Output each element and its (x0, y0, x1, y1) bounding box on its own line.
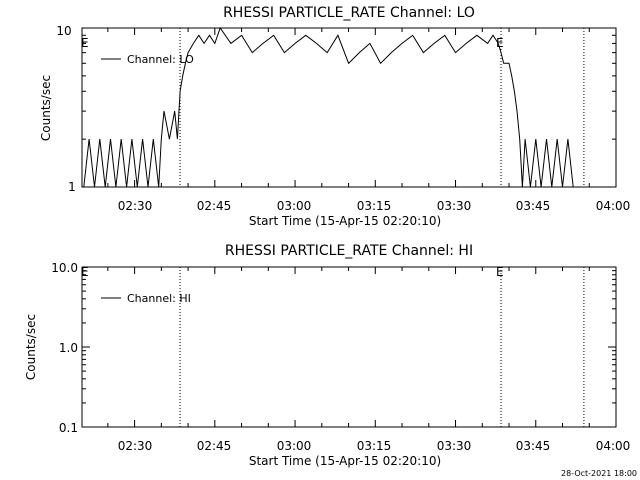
lo-x-tick-label-0330: 03:30 (437, 199, 472, 213)
hi-y-tick-label-10: 10.0 (51, 261, 78, 275)
hi-legend-label: Channel: HI (127, 292, 191, 305)
hi-x-tick-label-0400: 04:00 (596, 439, 631, 453)
lo-legend-label: Channel: LO (127, 53, 194, 66)
hi-x-tick-label-0330: 03:30 (437, 439, 472, 453)
lo-series-line (83, 26, 574, 188)
lo-y-axis-label: Counts/sec (39, 75, 53, 141)
hi-x-tick-label-0230: 02:30 (118, 439, 153, 453)
lo-annotation-e-right: E (496, 36, 504, 50)
hi-y-tick-label-1: 1.0 (59, 341, 78, 355)
hi-x-tick-label-0245: 02:45 (197, 439, 232, 453)
lo-x-tick-label-0230: 02:30 (118, 199, 153, 213)
lo-y-tick-label-10: 10 (56, 24, 71, 38)
hi-annotation-e-left: E (81, 265, 89, 279)
lo-x-tick-label-0315: 03:15 (357, 199, 392, 213)
lo-x-axis-label: Start Time (15-Apr-15 02:20:10) (249, 214, 441, 228)
lo-y-tick-label-1: 1 (68, 180, 76, 194)
hi-annotation-e-right: E (496, 265, 504, 279)
hi-x-tick-label-0315: 03:15 (357, 439, 392, 453)
lo-chart-title: RHESSI PARTICLE_RATE Channel: LO (223, 5, 475, 21)
hi-x-tick-label-0300: 03:00 (277, 439, 312, 453)
hi-x-axis-label: Start Time (15-Apr-15 02:20:10) (249, 454, 441, 468)
lo-x-tick-label-0245: 02:45 (197, 199, 232, 213)
lo-channel-panel: RHESSI PARTICLE_RATE Channel: LO Counts/… (39, 5, 630, 228)
hi-x-tick-label-0345: 03:45 (516, 439, 551, 453)
hi-y-tick-label-01: 0.1 (59, 421, 78, 435)
lo-x-tick-label-0345: 03:45 (516, 199, 551, 213)
generation-timestamp: 28-Oct-2021 18:00 (561, 469, 637, 478)
hi-plot-frame (81, 266, 617, 428)
lo-x-tick-label-0300: 03:00 (277, 199, 312, 213)
lo-x-tick-label-0400: 04:00 (596, 199, 631, 213)
lo-plot-frame (81, 27, 617, 188)
hi-channel-panel: RHESSI PARTICLE_RATE Channel: HI Counts/… (24, 243, 630, 468)
hi-chart-title: RHESSI PARTICLE_RATE Channel: HI (225, 243, 473, 259)
hi-y-axis-label: Counts/sec (24, 314, 38, 380)
